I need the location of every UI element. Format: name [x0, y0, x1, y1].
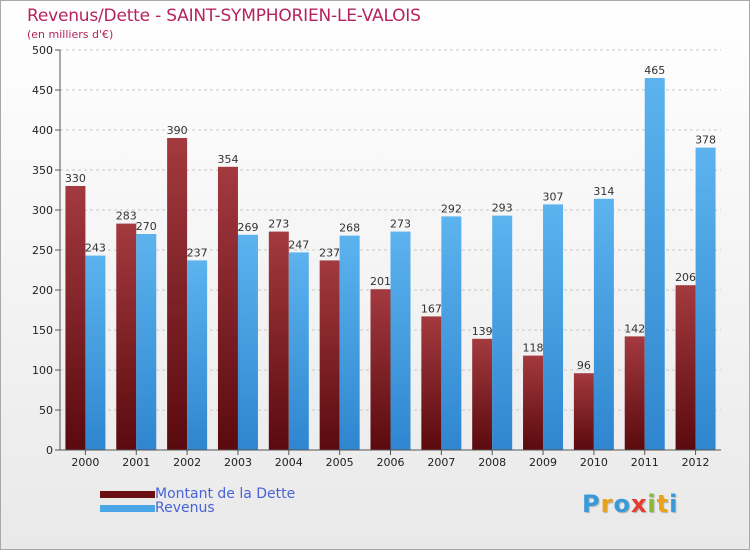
bar-debt	[217, 166, 238, 451]
data-label-revenue: 314	[593, 185, 614, 198]
data-label-debt: 283	[116, 210, 137, 223]
bar-debt	[319, 260, 340, 450]
bar-debt	[370, 289, 391, 450]
x-tick-label: 2004	[275, 456, 303, 469]
bars	[65, 78, 716, 451]
data-label-debt: 139	[472, 325, 493, 338]
bar-revenue	[85, 255, 106, 450]
bar-debt	[675, 285, 696, 450]
x-tick-label: 2003	[224, 456, 252, 469]
data-label-debt: 118	[523, 342, 544, 355]
logo-letter: i	[647, 490, 657, 518]
bar-revenue	[390, 231, 411, 450]
y-tick-label: 150	[32, 324, 53, 337]
bar-revenue	[136, 234, 157, 450]
legend-item-debt: Montant de la Dette	[100, 487, 295, 501]
legend-label-debt: Montant de la Dette	[155, 486, 296, 502]
bar-revenue	[492, 215, 513, 450]
x-tick-label: 2010	[580, 456, 608, 469]
data-label-revenue: 465	[644, 64, 665, 77]
data-label-debt: 201	[370, 275, 391, 288]
y-tick-label: 100	[32, 364, 53, 377]
x-tick-label: 2011	[631, 456, 659, 469]
x-tick-label: 2001	[122, 456, 150, 469]
legend-swatch-debt	[100, 490, 155, 498]
y-tick-label: 500	[32, 44, 53, 57]
bar-debt	[523, 355, 544, 450]
data-label-debt: 354	[217, 153, 238, 166]
bar-debt	[116, 223, 137, 450]
bar-revenue	[237, 234, 258, 450]
bar-revenue	[288, 252, 309, 450]
axes: 0 50 100 150 200 250 300 350 400 450 500 2000 2001 20…	[32, 44, 721, 469]
bar-revenue	[187, 260, 208, 450]
proxiti-logo: Proxiti	[582, 490, 678, 518]
logo-letter: i	[669, 490, 679, 518]
data-label-debt: 330	[65, 172, 86, 185]
bar-debt	[65, 186, 86, 450]
chart-subtitle: (en milliers d'€)	[27, 28, 114, 41]
data-label-revenue: 247	[288, 238, 309, 251]
y-tick-label: 450	[32, 84, 53, 97]
x-tick-label: 2012	[682, 456, 710, 469]
bar-revenue	[441, 216, 462, 450]
data-label-debt: 206	[675, 271, 696, 284]
x-tick-label: 2006	[377, 456, 405, 469]
data-label-revenue: 273	[390, 218, 411, 231]
y-tick-label: 0	[46, 444, 53, 457]
data-label-debt: 142	[624, 322, 645, 335]
x-tick-label: 2008	[478, 456, 506, 469]
x-tick-label: 2007	[427, 456, 455, 469]
legend: Montant de la Dette Revenus	[100, 487, 295, 515]
x-tick-label: 2005	[326, 456, 354, 469]
legend-swatch-revenue	[100, 504, 155, 512]
logo-letter: t	[656, 490, 670, 518]
logo-letter: o	[613, 490, 631, 518]
y-tick-label: 300	[32, 204, 53, 217]
y-tick-label: 200	[32, 284, 53, 297]
bar-debt	[421, 316, 442, 450]
y-tick-label: 250	[32, 244, 53, 257]
data-label-debt: 167	[421, 302, 442, 315]
legend-item-revenue: Revenus	[100, 501, 295, 515]
data-label-revenue: 292	[441, 202, 462, 215]
bar-revenue	[593, 198, 614, 450]
bar-revenue	[644, 78, 665, 450]
data-label-revenue: 237	[187, 246, 208, 259]
bar-revenue	[339, 235, 360, 450]
y-tick-label: 400	[32, 124, 53, 137]
data-label-revenue: 268	[339, 222, 360, 235]
data-label-debt: 96	[577, 359, 591, 372]
data-label-revenue: 293	[492, 202, 513, 215]
bar-debt	[167, 138, 188, 450]
data-label-debt: 390	[167, 124, 188, 137]
y-tick-label: 50	[39, 404, 53, 417]
data-label-revenue: 378	[695, 134, 716, 147]
logo-letter: P	[582, 490, 601, 518]
logo-letter: r	[600, 490, 614, 518]
data-label-revenue: 243	[85, 242, 106, 255]
x-tick-label: 2009	[529, 456, 557, 469]
data-label-revenue: 269	[237, 221, 258, 234]
chart-title: Revenus/Dette - SAINT-SYMPHORIEN-LE-VALO…	[27, 6, 421, 26]
bar-revenue	[695, 147, 716, 450]
x-tick-label: 2002	[173, 456, 201, 469]
x-tick-label: 2000	[71, 456, 99, 469]
y-tick-label: 350	[32, 164, 53, 177]
data-label-revenue: 270	[136, 220, 157, 233]
logo-letter: x	[630, 490, 648, 518]
bar-debt	[472, 338, 493, 450]
data-label-debt: 237	[319, 246, 340, 259]
legend-label-revenue: Revenus	[155, 500, 215, 516]
bar-debt	[268, 231, 289, 450]
data-label-revenue: 307	[543, 190, 564, 203]
bar-debt	[573, 373, 594, 450]
bar-revenue	[543, 204, 564, 450]
bar-debt	[624, 336, 645, 450]
data-label-debt: 273	[268, 218, 289, 231]
